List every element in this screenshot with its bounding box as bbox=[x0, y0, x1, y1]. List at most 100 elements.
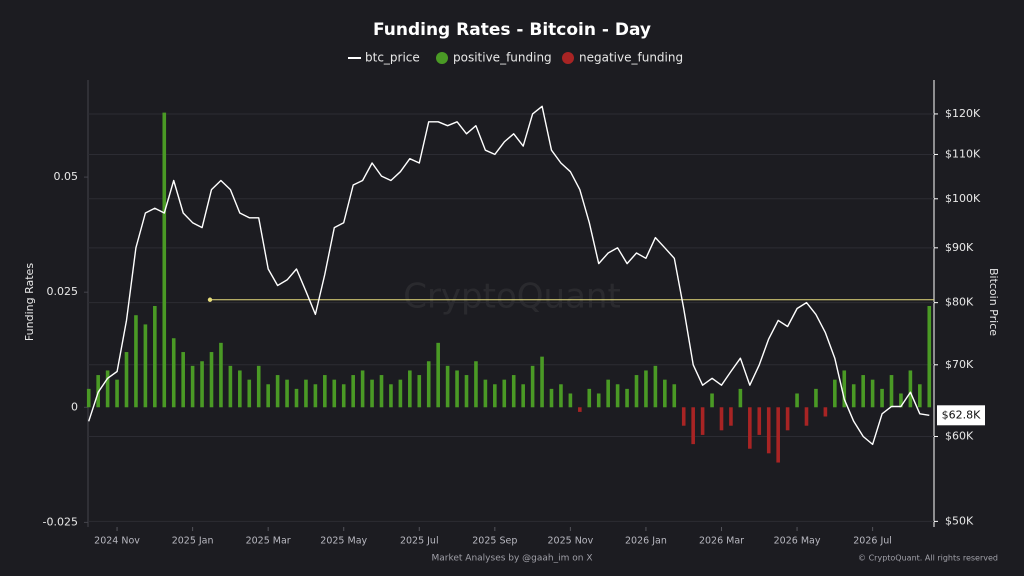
last-value-box bbox=[937, 405, 985, 426]
x-tick-label: 2025 Mar bbox=[246, 536, 291, 547]
bar bbox=[861, 375, 865, 408]
chart-title: Funding Rates - Bitcoin - Day bbox=[373, 20, 651, 40]
x-tick-label: 2025 Jul bbox=[400, 536, 439, 547]
bar bbox=[757, 407, 762, 435]
y-axis-label: Funding Rates bbox=[23, 263, 36, 341]
bar bbox=[351, 375, 355, 408]
bar bbox=[389, 384, 393, 408]
bar bbox=[285, 379, 289, 408]
bar bbox=[710, 393, 714, 408]
bar bbox=[238, 370, 242, 408]
legend-label: positive_funding bbox=[453, 51, 552, 65]
x-tick-label: 2026 May bbox=[774, 536, 821, 547]
bar bbox=[256, 365, 261, 408]
y2-tick-label: $80K bbox=[945, 296, 974, 309]
bar bbox=[889, 375, 894, 408]
y2-tick-label: $70K bbox=[945, 358, 974, 371]
bar bbox=[880, 388, 884, 408]
x-tick-label: 2024 Nov bbox=[94, 536, 140, 547]
y-tick-label: 0 bbox=[71, 400, 78, 413]
bar bbox=[625, 388, 629, 408]
bar bbox=[360, 370, 365, 408]
bar bbox=[445, 365, 450, 408]
bar bbox=[842, 370, 847, 408]
y2-tick-label: $120K bbox=[945, 107, 981, 120]
bar bbox=[785, 407, 790, 431]
bar bbox=[332, 379, 337, 408]
bar bbox=[341, 384, 346, 408]
y2-tick-label: $110K bbox=[945, 147, 981, 160]
bar bbox=[474, 361, 478, 408]
y2-tick-label: $50K bbox=[945, 514, 974, 527]
bar bbox=[851, 384, 856, 408]
bar bbox=[455, 370, 459, 408]
bar bbox=[672, 384, 677, 408]
bar bbox=[530, 365, 535, 408]
bar bbox=[105, 370, 110, 408]
bar bbox=[814, 388, 818, 408]
bar bbox=[275, 375, 280, 408]
bar bbox=[124, 352, 129, 408]
x-tick-label: 2025 Jan bbox=[172, 536, 214, 547]
bar bbox=[115, 379, 119, 408]
bar bbox=[190, 365, 195, 408]
x-tick-label: 2026 Jul bbox=[853, 536, 892, 547]
bar bbox=[426, 361, 431, 408]
last-value-label: $62.8K bbox=[942, 408, 981, 421]
bar bbox=[540, 356, 544, 408]
price-line bbox=[88, 105, 930, 446]
bar bbox=[776, 407, 780, 463]
bar bbox=[502, 379, 507, 408]
bar bbox=[766, 407, 771, 454]
bar bbox=[899, 393, 903, 408]
bar bbox=[483, 379, 488, 408]
bar bbox=[200, 361, 204, 408]
y2-tick-label: $90K bbox=[945, 241, 974, 254]
bar bbox=[615, 384, 620, 408]
bar bbox=[549, 388, 554, 408]
reference-dot bbox=[207, 297, 213, 302]
y2-axis-label: Bitcoin Price bbox=[987, 268, 1000, 336]
bar bbox=[691, 407, 695, 445]
bar bbox=[719, 407, 724, 431]
bar bbox=[379, 375, 384, 408]
bar bbox=[634, 375, 639, 408]
bar bbox=[606, 379, 610, 408]
bar bbox=[729, 407, 733, 426]
bar bbox=[908, 370, 913, 408]
bar bbox=[700, 407, 705, 435]
bar bbox=[587, 388, 592, 408]
bar bbox=[927, 306, 932, 408]
bar bbox=[266, 384, 270, 408]
x-tick-label: 2025 Nov bbox=[548, 536, 594, 547]
bar bbox=[294, 388, 299, 408]
bar bbox=[596, 393, 601, 408]
x-tick-label: 2025 May bbox=[320, 536, 367, 547]
bar bbox=[559, 384, 563, 408]
bar bbox=[398, 379, 403, 408]
bar bbox=[143, 324, 148, 408]
y-tick-label: 0.025 bbox=[47, 285, 79, 298]
bar bbox=[153, 306, 157, 408]
bar bbox=[436, 342, 440, 408]
y-tick-label: -0.025 bbox=[43, 515, 78, 528]
bar bbox=[748, 407, 752, 449]
bar bbox=[313, 384, 318, 408]
watermark: CryptoQuant bbox=[403, 277, 621, 317]
bar bbox=[86, 388, 91, 408]
bar bbox=[134, 315, 138, 408]
bar bbox=[417, 375, 422, 408]
bar bbox=[918, 384, 922, 408]
bar bbox=[644, 370, 648, 408]
legend-label: negative_funding bbox=[579, 51, 683, 65]
bar bbox=[464, 375, 469, 408]
bar bbox=[247, 379, 252, 408]
bar bbox=[304, 379, 308, 408]
y2-tick-label: $60K bbox=[945, 430, 974, 443]
bar bbox=[578, 407, 582, 412]
bar bbox=[663, 379, 667, 408]
legend-label: btc_price bbox=[365, 51, 420, 65]
bar bbox=[823, 407, 828, 417]
legend-swatch bbox=[562, 52, 574, 64]
